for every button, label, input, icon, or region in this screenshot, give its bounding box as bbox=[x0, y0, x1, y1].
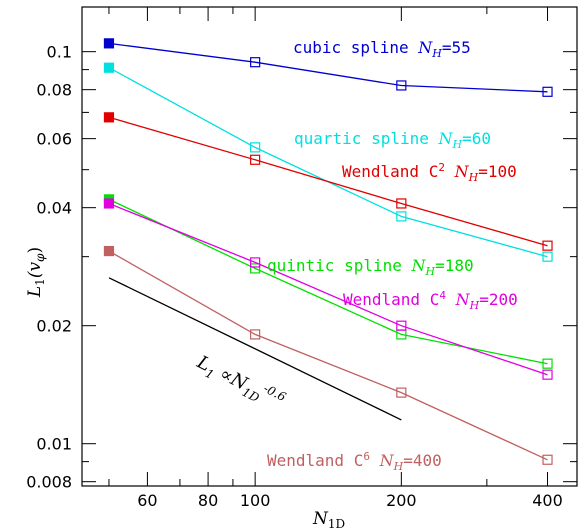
y-tick-label: 0.1 bbox=[47, 43, 72, 62]
plot-frame bbox=[81, 6, 578, 487]
series-line bbox=[108, 198, 548, 365]
series-label: quintic spline NH=180 bbox=[267, 256, 474, 278]
label-subscript: H bbox=[452, 138, 463, 151]
data-point-marker bbox=[396, 211, 407, 222]
y-axis-subscript: 1 bbox=[33, 278, 47, 286]
label-value: =60 bbox=[462, 129, 491, 148]
label-value: =400 bbox=[403, 451, 442, 470]
data-point-marker bbox=[542, 454, 553, 465]
label-text: quintic spline bbox=[267, 256, 412, 275]
label-symbol: N bbox=[455, 290, 471, 309]
x-tick-label: 100 bbox=[240, 491, 271, 510]
label-subscript: H bbox=[468, 171, 479, 184]
label-value: =100 bbox=[478, 162, 517, 181]
label-subscript: H bbox=[393, 460, 404, 473]
series-line bbox=[108, 250, 548, 461]
y-axis-symbol: L bbox=[25, 286, 45, 298]
label-space bbox=[445, 162, 455, 181]
data-point-marker bbox=[396, 198, 407, 209]
data-point-marker bbox=[542, 358, 553, 369]
label-text: Wendland C bbox=[343, 290, 439, 309]
label-text: quartic spline bbox=[294, 129, 439, 148]
data-point-marker bbox=[103, 38, 115, 49]
y-tick-label: 0.02 bbox=[36, 317, 72, 336]
y-axis-paren: (v bbox=[25, 262, 45, 279]
ref-exponent: -0.6 bbox=[261, 381, 288, 404]
series-line bbox=[108, 116, 548, 247]
label-space bbox=[446, 290, 456, 309]
series-label: Wendland C6 NH=400 bbox=[267, 450, 442, 473]
label-text: Wendland C bbox=[342, 162, 438, 181]
data-point-marker bbox=[250, 142, 261, 153]
series-label: cubic spline NH=55 bbox=[293, 38, 471, 60]
y-axis-paren-close: ) bbox=[25, 247, 45, 254]
label-subscript: H bbox=[469, 299, 480, 312]
data-point-marker bbox=[396, 387, 407, 398]
data-point-marker bbox=[250, 154, 261, 165]
x-axis-symbol: N bbox=[312, 509, 329, 529]
series-label: Wendland C4 NH=200 bbox=[343, 289, 518, 312]
label-symbol: N bbox=[411, 256, 427, 275]
y-tick-label: 0.008 bbox=[26, 473, 72, 492]
label-space bbox=[370, 451, 380, 470]
label-symbol: N bbox=[417, 38, 433, 57]
data-point-marker bbox=[396, 320, 407, 331]
data-point-marker bbox=[103, 62, 115, 73]
reference-slope-line bbox=[108, 277, 402, 421]
x-tick-label: 200 bbox=[386, 491, 417, 510]
y-axis-subscript-phi: φ bbox=[33, 253, 47, 262]
series-label: quartic spline NH=60 bbox=[294, 129, 491, 151]
label-superscript: 2 bbox=[438, 161, 445, 174]
data-point-marker bbox=[250, 257, 261, 268]
data-point-marker bbox=[103, 198, 115, 209]
series-line bbox=[108, 42, 548, 93]
x-tick-label: 80 bbox=[198, 491, 218, 510]
label-subscript: H bbox=[425, 265, 436, 278]
label-text: Wendland C bbox=[267, 451, 363, 470]
x-axis-title: N1D bbox=[312, 509, 345, 531]
tick-layer bbox=[82, 7, 577, 486]
data-point-marker bbox=[542, 86, 553, 97]
label-symbol: N bbox=[379, 451, 395, 470]
data-point-marker bbox=[250, 263, 261, 274]
label-superscript: 4 bbox=[439, 289, 446, 302]
label-value: =55 bbox=[442, 38, 471, 57]
data-point-marker bbox=[542, 251, 553, 262]
label-value: =200 bbox=[479, 290, 518, 309]
data-point-marker bbox=[103, 112, 115, 123]
data-point-marker bbox=[542, 240, 553, 251]
label-text: cubic spline bbox=[293, 38, 418, 57]
y-tick-label: 0.06 bbox=[36, 130, 72, 149]
x-tick-label: 400 bbox=[532, 491, 563, 510]
data-point-marker bbox=[250, 57, 261, 68]
series-label: Wendland C2 NH=100 bbox=[342, 161, 517, 184]
data-point-marker bbox=[250, 329, 261, 340]
y-tick-label: 0.01 bbox=[36, 435, 72, 454]
x-axis-subscript: 1D bbox=[328, 517, 345, 531]
label-value: =180 bbox=[435, 256, 474, 275]
data-point-marker bbox=[542, 369, 553, 380]
y-tick-label: 0.08 bbox=[36, 81, 72, 100]
data-point-marker bbox=[103, 245, 115, 257]
data-point-marker bbox=[396, 80, 407, 91]
series-line bbox=[108, 202, 548, 376]
y-axis-title: L1(vφ) bbox=[25, 247, 47, 298]
label-superscript: 6 bbox=[363, 450, 370, 463]
y-tick-label: 0.04 bbox=[36, 199, 72, 218]
x-tick-label: 60 bbox=[137, 491, 157, 510]
label-layer: 60 80 100 200 400 0.008 0.01 0.02 0.04 0.06 0.08 0.… bbox=[25, 38, 563, 531]
label-symbol: N bbox=[454, 162, 470, 181]
series-layer bbox=[103, 38, 553, 465]
label-symbol: N bbox=[438, 129, 454, 148]
label-subscript: H bbox=[431, 47, 442, 60]
